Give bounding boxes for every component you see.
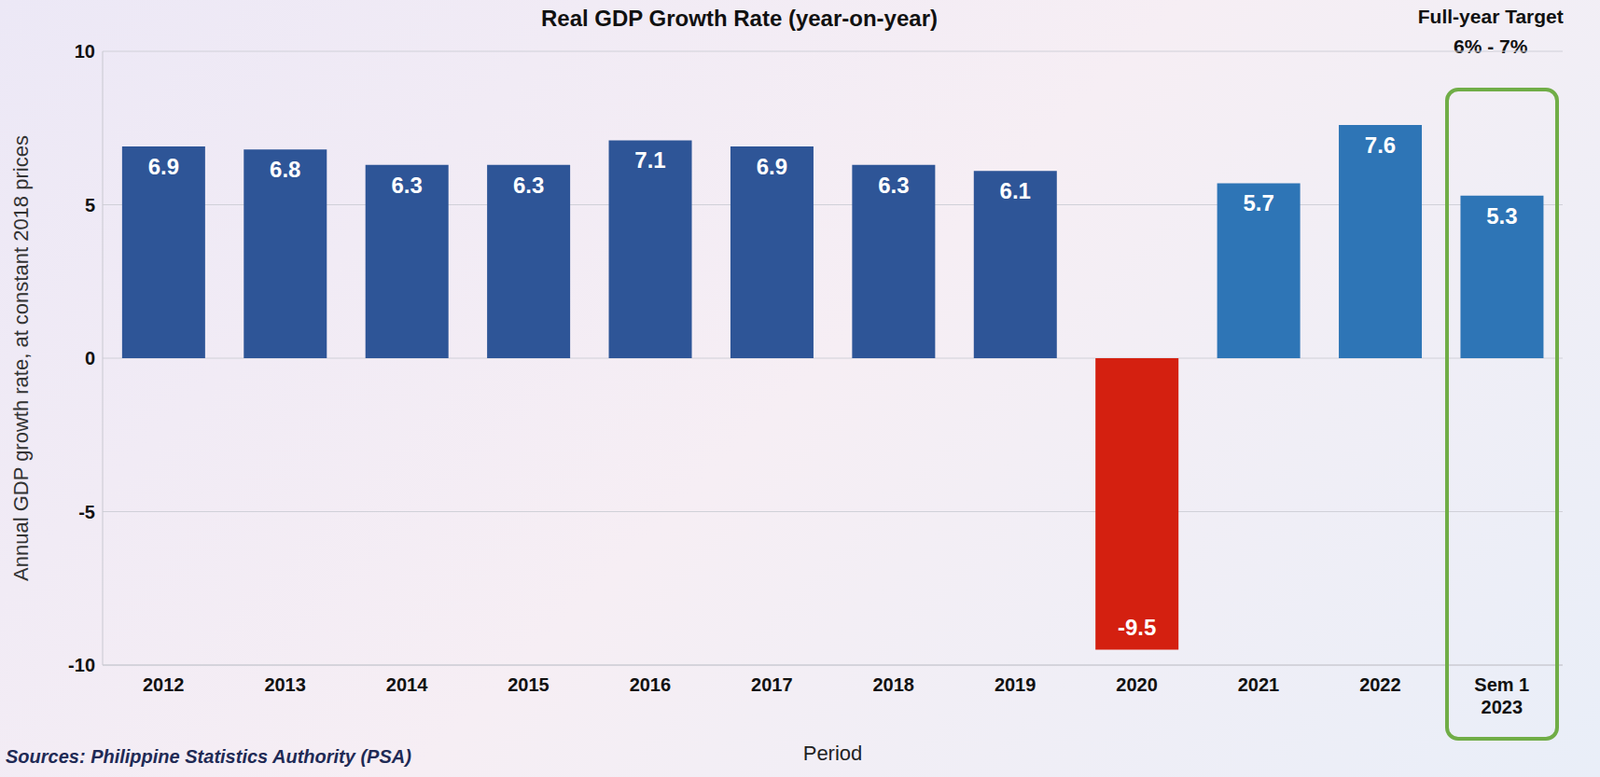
svg-text:Annual GDP growth rate, at con: Annual GDP growth rate, at constant 2018…	[9, 135, 33, 582]
svg-text:10: 10	[74, 41, 96, 62]
svg-text:-5: -5	[78, 501, 96, 523]
svg-text:2013: 2013	[264, 674, 307, 696]
svg-text:6.9: 6.9	[756, 153, 788, 180]
svg-text:Sem 12023: Sem 12023	[1474, 674, 1530, 718]
html-text:6% - 7%: 6% - 7%	[1453, 35, 1528, 57]
html-text:Sources: Philippine Statistics: Sources: Philippine Statistics Authority…	[5, 746, 412, 767]
html-text:Real GDP Growth Rate (year-on-: Real GDP Growth Rate (year-on-year)	[541, 5, 938, 31]
svg-text:2020: 2020	[1115, 674, 1158, 696]
svg-text:5.3: 5.3	[1486, 203, 1517, 229]
svg-text:5.7: 5.7	[1242, 190, 1274, 216]
svg-text:2019: 2019	[994, 674, 1037, 696]
svg-text:-9.5: -9.5	[1117, 614, 1156, 640]
svg-text:2015: 2015	[507, 674, 550, 696]
svg-text:5: 5	[84, 194, 96, 216]
html-text:Full-year Target: Full-year Target	[1417, 5, 1564, 28]
svg-text:7.1: 7.1	[634, 147, 666, 173]
svg-text:2021: 2021	[1238, 674, 1280, 696]
svg-text:6.3: 6.3	[877, 172, 909, 198]
svg-text:2022: 2022	[1359, 674, 1402, 696]
svg-text:2017: 2017	[751, 674, 794, 696]
svg-text:2014: 2014	[386, 674, 429, 696]
svg-text:2016: 2016	[629, 674, 672, 696]
svg-text:6.3: 6.3	[513, 172, 544, 198]
svg-text:-10: -10	[68, 654, 96, 676]
svg-text:7.6: 7.6	[1364, 132, 1396, 158]
svg-text:6.1: 6.1	[1000, 178, 1031, 204]
svg-text:2018: 2018	[872, 674, 915, 696]
svg-text:Period: Period	[803, 741, 863, 766]
svg-text:2012: 2012	[142, 674, 185, 696]
svg-text:6.9: 6.9	[148, 153, 180, 180]
svg-text:6.8: 6.8	[269, 156, 301, 182]
svg-text:0: 0	[84, 347, 96, 369]
svg-text:6.3: 6.3	[391, 172, 423, 198]
